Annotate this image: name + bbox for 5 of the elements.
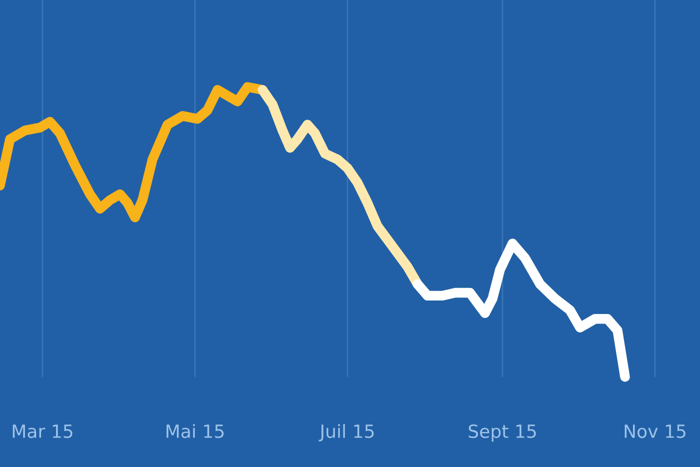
x-tick-label: Nov 15 [624,424,686,438]
x-tick-label: Sept 15 [468,424,536,442]
x-tick-label: Juil 15 [318,424,374,442]
x-tick-label: Mai 15 [166,424,224,438]
x-tick-label: Mar 15 [12,424,72,438]
